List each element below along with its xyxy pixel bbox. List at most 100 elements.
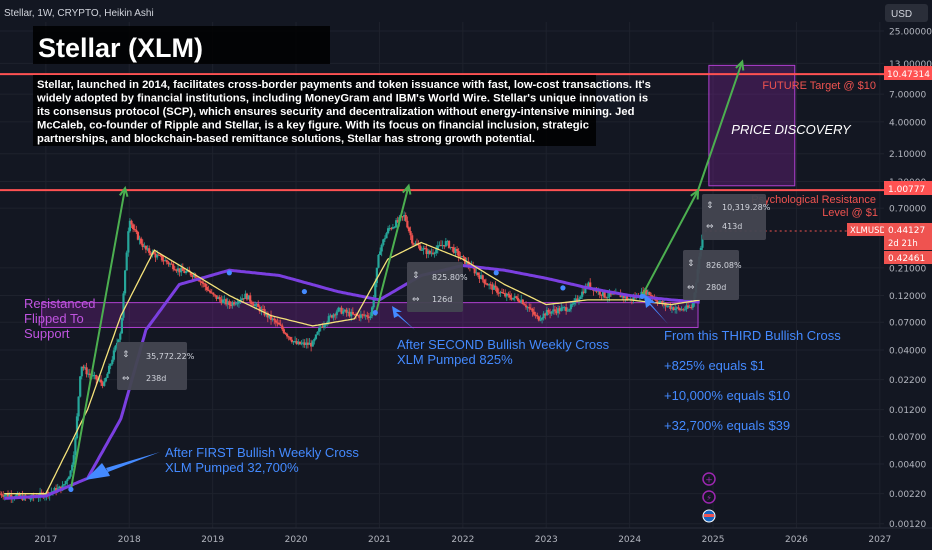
candle-body — [95, 375, 98, 380]
candle-body — [444, 241, 447, 247]
candle-body — [63, 484, 66, 486]
candle-body — [311, 341, 314, 347]
candle-body — [123, 270, 127, 294]
candle-body — [321, 326, 324, 328]
candle-body — [496, 287, 499, 293]
candle-body — [510, 297, 513, 300]
candle-body — [523, 304, 526, 306]
candle-body — [625, 296, 629, 300]
psych-resistance-label-2: Level @ $1 — [822, 207, 878, 219]
measure-box[interactable]: ⇕ 35,772.22% ⇔ 238d — [117, 342, 195, 390]
candle-body — [680, 309, 683, 311]
price-tick: 0.01200 — [889, 406, 926, 416]
candle-body — [213, 294, 217, 296]
candle-body — [127, 231, 130, 253]
measure-icon: ⇕ — [687, 259, 695, 269]
time-axis-background — [0, 528, 932, 550]
candle-body — [478, 275, 481, 279]
candle-body — [135, 229, 138, 233]
candle-body — [608, 292, 611, 297]
candle-body — [678, 308, 682, 311]
candle-body — [255, 303, 258, 305]
candle-body — [558, 308, 561, 312]
candle-body — [66, 479, 69, 481]
candle-body — [99, 379, 103, 383]
candle-body — [173, 269, 176, 271]
candle-body — [298, 341, 302, 345]
candle-body — [565, 307, 568, 312]
candle-body — [8, 494, 11, 497]
candle-body — [454, 248, 457, 253]
measure-box[interactable]: ⇕ 10,319.28% ⇔ 413d — [702, 194, 771, 240]
candle-body — [277, 322, 281, 325]
candle-body — [114, 345, 117, 351]
candle-body — [130, 220, 133, 225]
candle-body — [215, 295, 218, 299]
chart-title: Stellar (XLM) — [38, 33, 203, 63]
measure-percent: 35,772.22% — [146, 352, 195, 361]
candle-body — [674, 308, 677, 311]
candle-body — [476, 272, 480, 276]
candle-body — [345, 309, 348, 313]
candle-body — [362, 314, 366, 316]
candle-body — [473, 268, 476, 274]
candle-body — [370, 307, 374, 317]
time-tick: 2020 — [285, 535, 308, 545]
price-tick: 0.07000 — [889, 319, 926, 329]
event-icons[interactable]: + ⚡ — [702, 472, 716, 523]
plus-event-icon[interactable] — [702, 472, 716, 486]
candle-body — [629, 298, 632, 300]
price-discovery-label: PRICE DISCOVERY — [731, 122, 852, 137]
support-resistance-zone — [41, 302, 699, 328]
candle-body — [200, 281, 204, 284]
candle-body — [529, 308, 532, 310]
time-tick: 2017 — [34, 535, 57, 545]
candle-body — [276, 322, 279, 324]
candle-body — [77, 396, 80, 417]
projection-arrow-line — [374, 185, 410, 316]
currency-button[interactable] — [885, 4, 928, 22]
candle-body — [247, 295, 250, 300]
candle-body — [253, 304, 257, 306]
candle-body — [374, 283, 377, 298]
time-axis[interactable]: 2017 2018 2019 2020 2021 2022 2023 2024 2025 2026… — [34, 535, 891, 545]
candle-body — [656, 300, 659, 303]
candle-body — [622, 295, 625, 299]
candle-body — [577, 298, 581, 301]
projection-arrowhead-icon — [118, 185, 129, 198]
candle-body — [500, 292, 504, 294]
candle-body — [603, 291, 606, 298]
candle-body — [74, 438, 77, 456]
candle-body — [563, 307, 566, 309]
candle-body — [165, 260, 168, 263]
candle-body — [184, 271, 188, 273]
description-line: partnerships, and blockchain-based remit… — [37, 133, 535, 145]
candle-body — [536, 315, 539, 317]
candle-body — [181, 267, 184, 271]
candle-body — [289, 337, 292, 340]
candle-body — [218, 297, 221, 300]
first-cross-pointer-icon — [85, 452, 160, 480]
measure-box[interactable]: ⇕ 825.80% ⇔ 126d — [407, 262, 468, 312]
candle-body — [391, 227, 395, 229]
candle-body — [287, 336, 290, 338]
plus-glyph: + — [705, 476, 713, 486]
measure-percent: 826.08% — [706, 261, 742, 270]
candle-body — [377, 254, 380, 268]
candle-body — [661, 301, 664, 305]
candle-body — [449, 246, 452, 248]
candle-body — [106, 373, 109, 379]
candle-body — [439, 245, 443, 247]
candle-body — [601, 291, 605, 296]
candle-body — [202, 283, 205, 285]
candle-body — [132, 224, 135, 230]
candle-body — [236, 303, 239, 305]
candle-body — [544, 313, 547, 316]
candle-body — [508, 294, 512, 298]
symbol-tag-label: XLMUSD — [850, 226, 887, 236]
candle-body — [5, 493, 8, 495]
measure-box[interactable]: ⇕ 826.08% ⇔ 280d — [683, 250, 742, 300]
candle-body — [281, 325, 284, 330]
lightning-event-icon[interactable] — [702, 490, 716, 504]
